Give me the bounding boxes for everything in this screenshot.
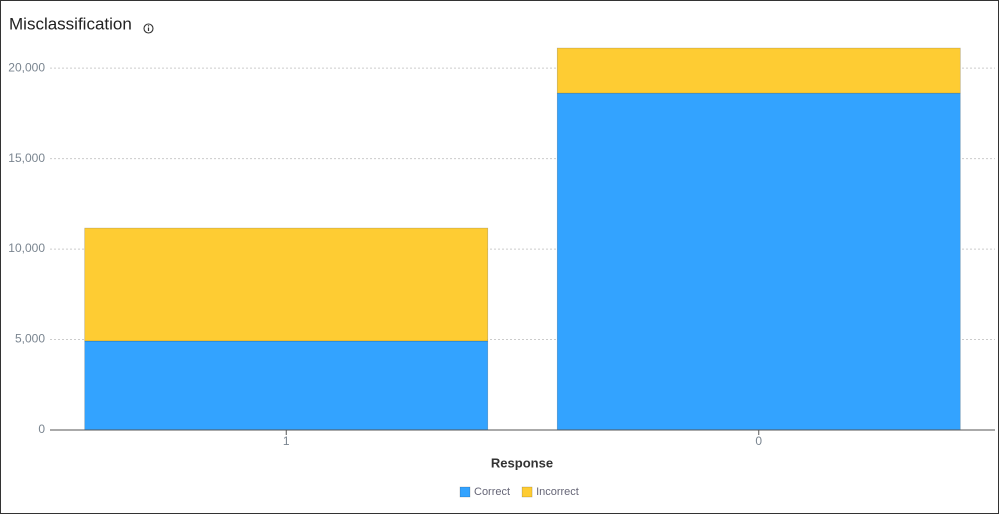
y-tick-label: 20,000 [8, 60, 45, 74]
bar-segment [556, 92, 961, 431]
y-tick-label: 15,000 [8, 151, 45, 165]
bar-segment [84, 340, 489, 431]
bar-segment [84, 227, 489, 342]
bar-segment [556, 47, 961, 94]
legend-swatch [459, 486, 471, 498]
chart-title: Misclassification [9, 14, 132, 33]
x-axis-label: Response [491, 455, 553, 470]
legend-swatch [521, 486, 533, 498]
legend-label: Correct [474, 486, 510, 498]
x-tick-label: 0 [755, 434, 762, 448]
x-tick-label: 1 [283, 434, 290, 448]
legend-label: Incorrect [536, 486, 579, 498]
info-icon[interactable] [143, 23, 154, 34]
y-tick-label: 5,000 [15, 332, 45, 346]
y-tick-label: 10,000 [8, 241, 45, 255]
y-tick-label: 0 [38, 422, 45, 436]
